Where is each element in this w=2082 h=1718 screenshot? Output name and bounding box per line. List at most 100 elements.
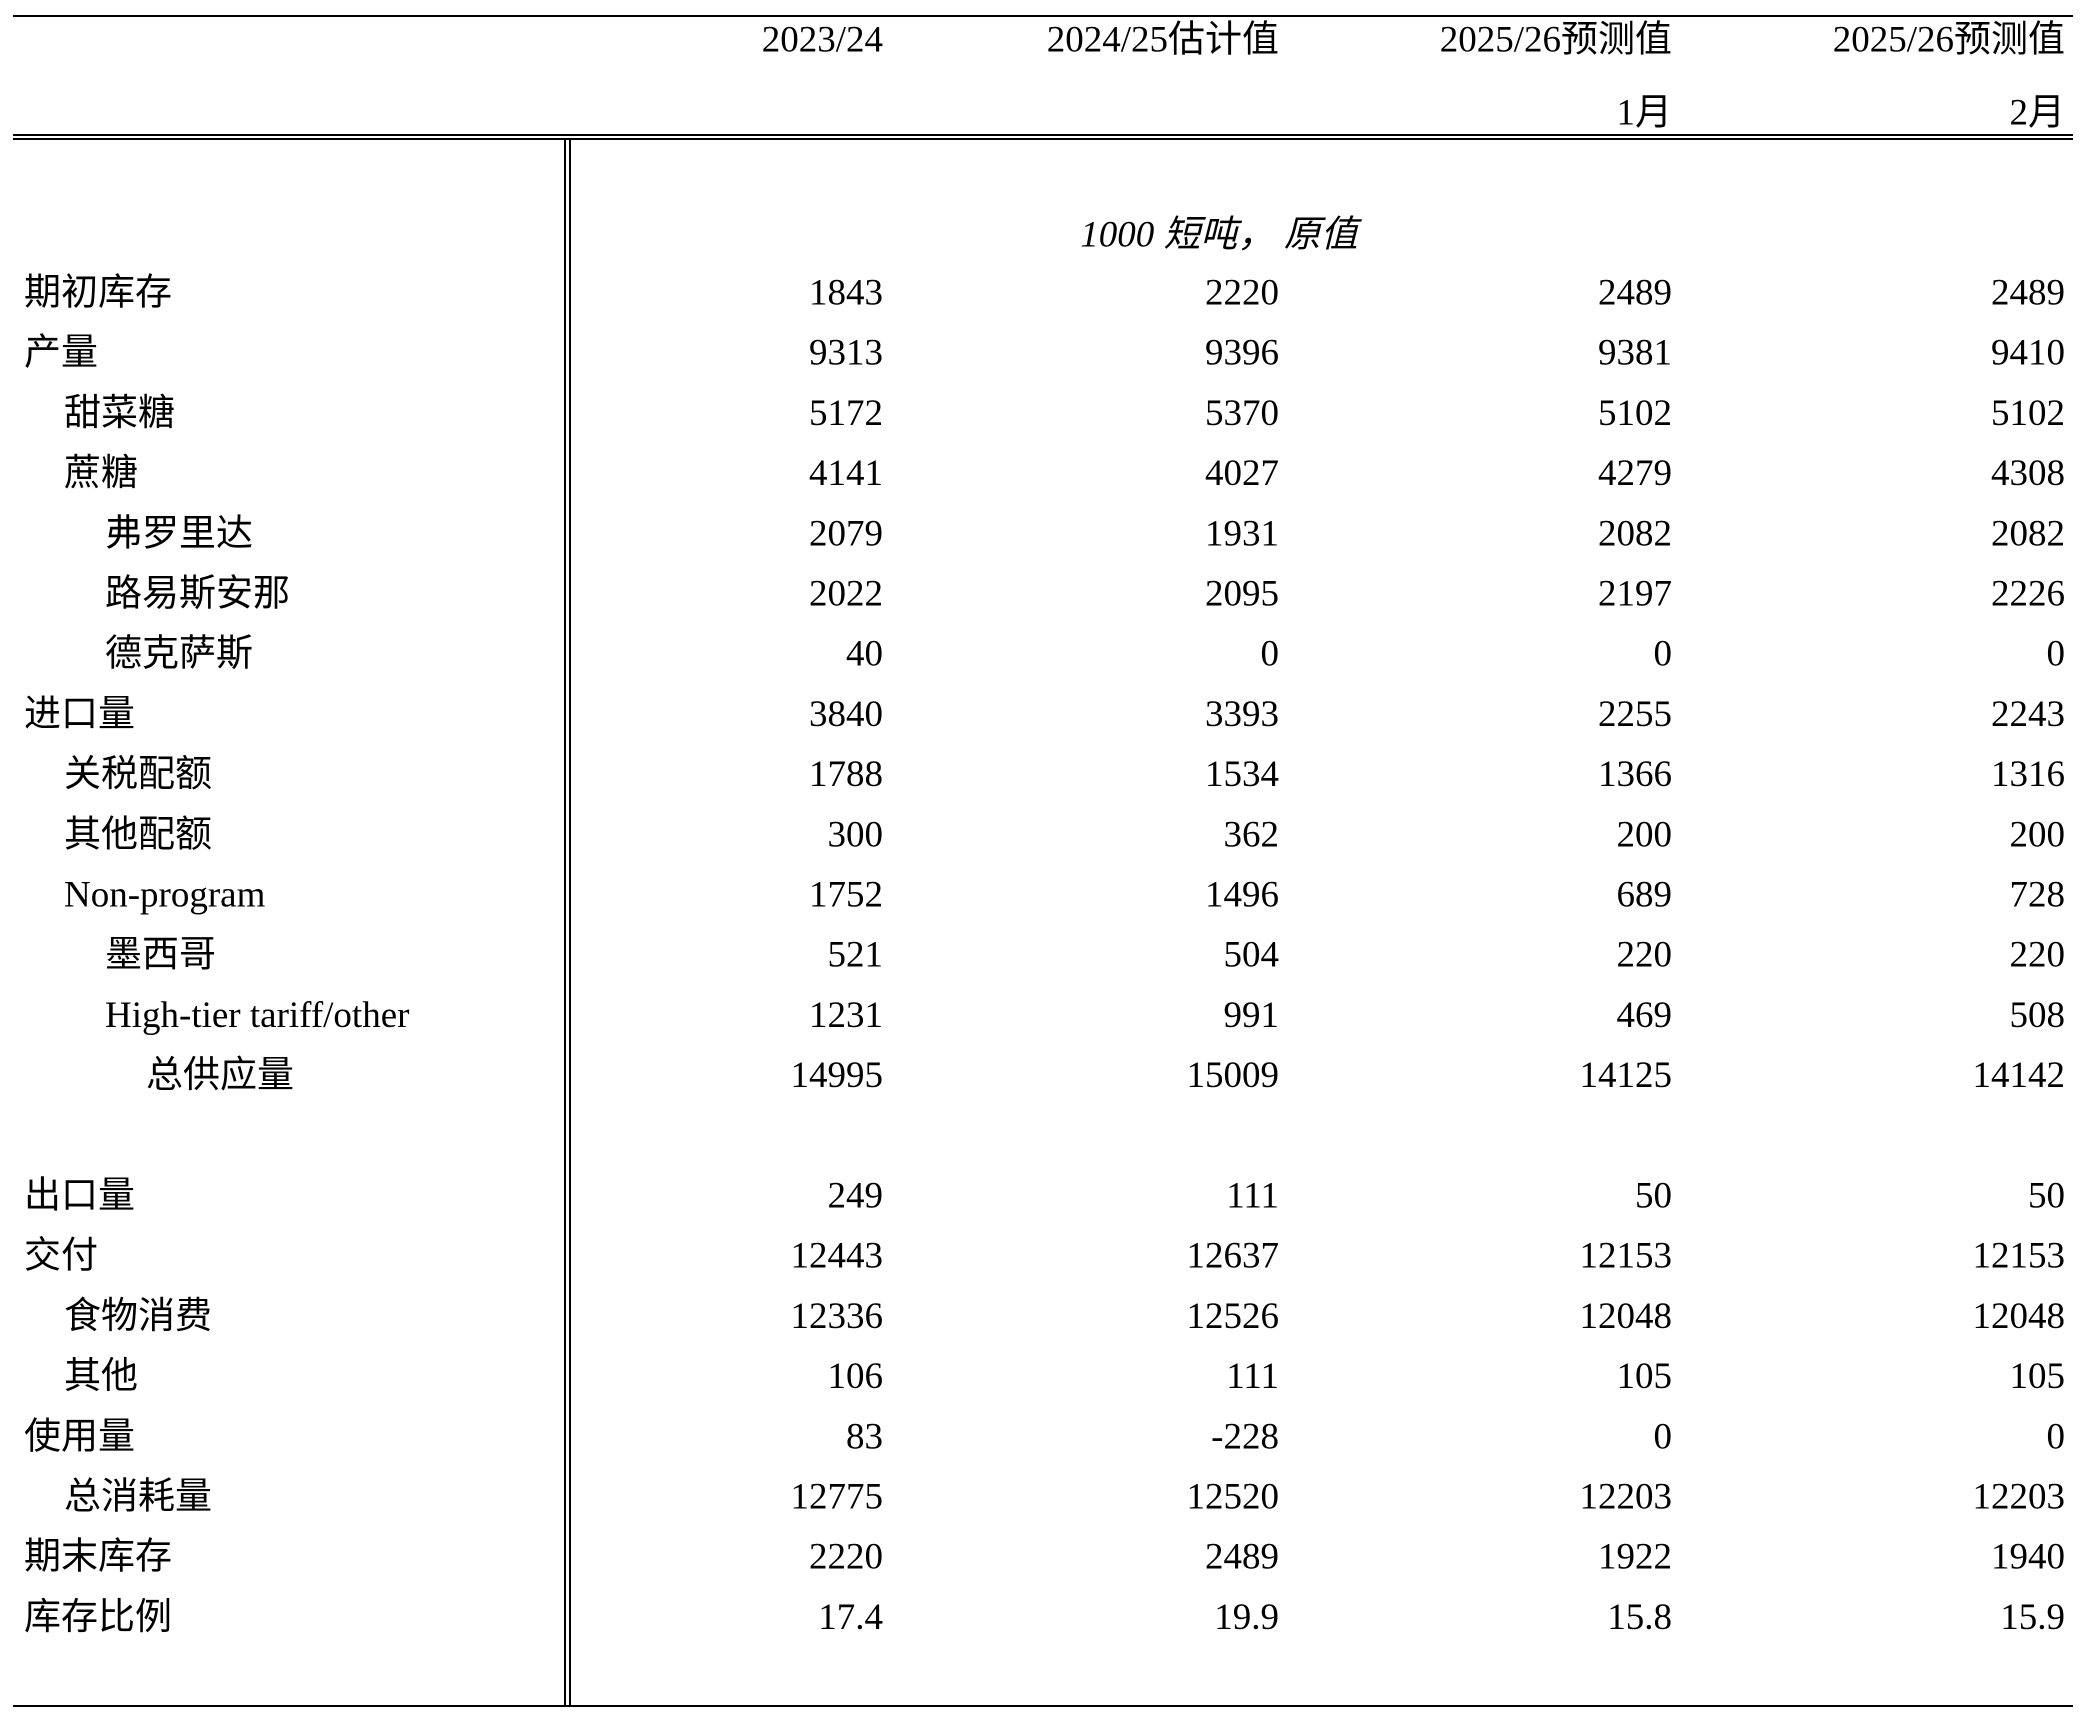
cell-value: -228 — [1211, 1416, 1279, 1457]
column-header: 2月 — [2010, 92, 2066, 133]
cell-value: 2220 — [1205, 272, 1279, 313]
cell-value: 991 — [1224, 995, 1280, 1036]
cell-value: 2082 — [1991, 513, 2065, 554]
cell-value: 2079 — [809, 513, 883, 554]
cell-value: 105 — [2010, 1356, 2066, 1397]
row-label: Non-program — [64, 874, 266, 915]
row-label: 食物消费 — [64, 1295, 212, 1337]
cell-value: 4141 — [809, 453, 883, 494]
cell-value: 0 — [1261, 634, 1280, 675]
cell-value: 17.4 — [818, 1597, 883, 1638]
cell-value: 12520 — [1187, 1476, 1280, 1517]
cell-value: 12775 — [791, 1476, 884, 1517]
cell-value: 106 — [828, 1356, 884, 1397]
cell-value: 12203 — [1973, 1476, 2066, 1517]
column-header: 2023/24 — [762, 19, 883, 60]
cell-value: 0 — [1654, 1416, 1673, 1457]
cell-value: 2243 — [1991, 694, 2065, 735]
cell-value: 2095 — [1205, 573, 1279, 614]
column-header: 2024/25估计值 — [1047, 19, 1279, 60]
row-label: 期末库存 — [24, 1537, 172, 1578]
row-label: 产量 — [24, 332, 98, 374]
cell-value: 14142 — [1973, 1055, 2066, 1096]
cell-value: 5172 — [809, 393, 883, 434]
cell-value: 2255 — [1598, 694, 1672, 735]
cell-value: 0 — [2047, 1416, 2066, 1457]
cell-value: 2489 — [1205, 1537, 1279, 1578]
row-label: 进口量 — [24, 694, 135, 735]
cell-value: 1231 — [809, 995, 883, 1036]
row-label: 交付 — [24, 1235, 98, 1277]
cell-value: 508 — [2010, 995, 2066, 1036]
cell-value: 220 — [2010, 935, 2066, 976]
row-label: 总供应量 — [146, 1054, 294, 1096]
cell-value: 9313 — [809, 333, 883, 374]
row-label: 期初库存 — [24, 272, 172, 313]
cell-value: 3393 — [1205, 694, 1279, 735]
cell-value: 12048 — [1973, 1296, 2066, 1337]
cell-value: 504 — [1224, 935, 1280, 976]
cell-value: 111 — [1226, 1175, 1279, 1216]
cell-value: 362 — [1224, 814, 1280, 855]
cell-value: 2489 — [1598, 272, 1672, 313]
cell-value: 12048 — [1580, 1296, 1673, 1337]
row-label: 使用量 — [24, 1416, 135, 1457]
cell-value: 12443 — [791, 1236, 884, 1277]
row-label: 蔗糖 — [64, 452, 138, 494]
cell-value: 9396 — [1205, 333, 1279, 374]
cell-value: 2489 — [1991, 272, 2065, 313]
cell-value: 14995 — [791, 1055, 884, 1096]
cell-value: 2220 — [809, 1537, 883, 1578]
cell-value: 2082 — [1598, 513, 1672, 554]
cell-value: 5370 — [1205, 393, 1279, 434]
cell-value: 40 — [846, 634, 883, 675]
cell-value: 249 — [828, 1175, 884, 1216]
cell-value: 12153 — [1580, 1236, 1673, 1277]
cell-value: 0 — [1654, 634, 1673, 675]
cell-value: 105 — [1617, 1356, 1673, 1397]
cell-value: 9381 — [1598, 333, 1672, 374]
column-header: 1月 — [1617, 92, 1673, 133]
cell-value: 12336 — [791, 1296, 884, 1337]
cell-value: 9410 — [1991, 333, 2065, 374]
row-label: 关税配额 — [64, 754, 212, 795]
cell-value: 4308 — [1991, 453, 2065, 494]
cell-value: 4027 — [1205, 453, 1279, 494]
cell-value: 12203 — [1580, 1476, 1673, 1517]
cell-value: 2197 — [1598, 573, 1672, 614]
cell-value: 1496 — [1205, 874, 1279, 915]
cell-value: 12526 — [1187, 1296, 1280, 1337]
row-label: High-tier tariff/other — [105, 995, 409, 1036]
cell-value: 3840 — [809, 694, 883, 735]
cell-value: 689 — [1617, 874, 1673, 915]
column-header: 2025/26预测值 — [1833, 19, 2065, 60]
cell-value: 111 — [1226, 1356, 1279, 1397]
row-label: 库存比例 — [24, 1597, 172, 1638]
cell-value: 469 — [1617, 995, 1673, 1036]
cell-value: 1752 — [809, 874, 883, 915]
cell-value: 220 — [1617, 935, 1673, 976]
cell-value: 5102 — [1991, 393, 2065, 434]
cell-value: 14125 — [1580, 1055, 1673, 1096]
cell-value: 1931 — [1205, 513, 1279, 554]
cell-value: 12153 — [1973, 1236, 2066, 1277]
cell-value: 1316 — [1991, 754, 2065, 795]
cell-value: 521 — [828, 935, 884, 976]
cell-value: 5102 — [1598, 393, 1672, 434]
cell-value: 728 — [2010, 874, 2066, 915]
cell-value: 300 — [828, 814, 884, 855]
cell-value: 200 — [1617, 814, 1673, 855]
cell-value: 1922 — [1598, 1537, 1672, 1578]
cell-value: 15.8 — [1607, 1597, 1672, 1638]
row-label: 出口量 — [24, 1175, 135, 1216]
cell-value: 2022 — [809, 573, 883, 614]
cell-value: 83 — [846, 1416, 883, 1457]
cell-value: 50 — [1635, 1175, 1672, 1216]
row-label: 总消耗量 — [64, 1476, 212, 1517]
unit-label: 1000 短吨， 原值 — [1080, 214, 1362, 255]
cell-value: 15.9 — [2000, 1597, 2065, 1638]
row-label: 其他 — [64, 1356, 138, 1397]
cell-value: 1940 — [1991, 1537, 2065, 1578]
cell-value: 4279 — [1598, 453, 1672, 494]
